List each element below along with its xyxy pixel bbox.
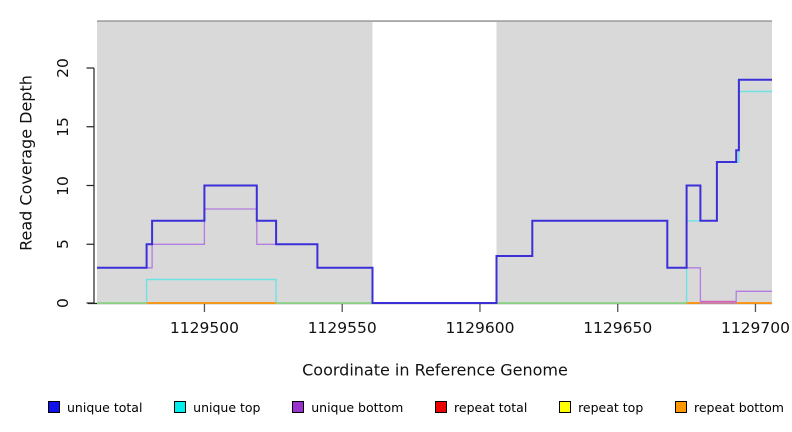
- y-tick-label: 15: [54, 116, 72, 137]
- legend-item-unique-bottom: unique bottom: [292, 400, 403, 415]
- x-tick-label: 1129550: [307, 319, 377, 337]
- legend-label: unique bottom: [311, 399, 404, 415]
- y-tick-label: 10: [54, 175, 72, 196]
- x-tick-label: 1129600: [445, 319, 515, 337]
- y-tick-label: 0: [54, 298, 72, 308]
- series-line-unique-total: [97, 78, 772, 304]
- legend-label: repeat top: [578, 399, 644, 415]
- y-tick-label: 5: [54, 239, 72, 250]
- legend-label: unique top: [193, 399, 261, 415]
- coverage-gap-band: [372, 22, 497, 303]
- legend-swatch-icon: [48, 401, 60, 413]
- legend-label: repeat total: [454, 399, 528, 415]
- legend-item-unique-total: unique total: [48, 400, 142, 415]
- legend-item-unique-top: unique top: [174, 400, 260, 415]
- legend-swatch-icon: [675, 401, 687, 413]
- legend-label: unique total: [67, 399, 143, 415]
- x-axis-title: Coordinate in Reference Genome: [302, 360, 568, 380]
- legend-swatch-icon: [174, 401, 187, 413]
- x-tick-label: 1129700: [720, 319, 790, 337]
- y-axis-title: Read Coverage Depth: [16, 75, 36, 251]
- legend-swatch-icon: [292, 401, 305, 413]
- legend-swatch-icon: [559, 401, 572, 413]
- legend: unique total unique top unique bottom repea…: [48, 395, 784, 419]
- legend-swatch-icon: [435, 401, 448, 413]
- legend-label: repeat bottom: [694, 399, 784, 415]
- x-tick-label: 1129500: [169, 319, 239, 337]
- legend-item-repeat-top: repeat top: [559, 400, 643, 415]
- legend-item-repeat-bottom: repeat bottom: [675, 400, 784, 415]
- x-tick-label: 1129650: [583, 319, 653, 337]
- y-tick-label: 20: [54, 58, 72, 78]
- legend-item-repeat-total: repeat total: [435, 400, 527, 415]
